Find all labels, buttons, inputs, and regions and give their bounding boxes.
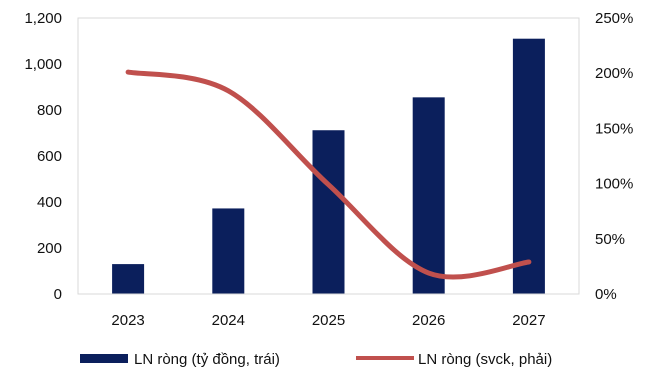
x-axis-tick-labels: 2023 2024 2025 2026 2027: [111, 312, 545, 329]
x-axis-tick-label: 2027: [512, 312, 545, 329]
x-axis-tick-label: 2026: [412, 312, 445, 329]
right-axis-tick-labels: 0% 50% 100% 150% 200% 250%: [595, 10, 633, 303]
left-axis-tick-label: 200: [37, 240, 62, 257]
legend: LN ròng (tỷ đồng, trái) LN ròng (svck, p…: [80, 351, 552, 368]
right-axis-tick-label: 0%: [595, 286, 617, 303]
right-axis-tick-label: 150%: [595, 120, 633, 137]
legend-line-label: LN ròng (svck, phải): [418, 351, 552, 368]
right-axis-tick-label: 50%: [595, 231, 625, 248]
left-axis-tick-label: 600: [37, 148, 62, 165]
left-axis-tick-label: 0: [54, 286, 62, 303]
bar: [412, 97, 445, 294]
legend-bar-label: LN ròng (tỷ đồng, trái): [134, 351, 280, 368]
right-axis-tick-label: 200%: [595, 65, 633, 82]
right-axis-tick-label: 100%: [595, 176, 633, 193]
bar: [112, 264, 145, 294]
left-axis-tick-label: 1,000: [24, 56, 62, 73]
bar: [512, 38, 545, 295]
left-axis-tick-label: 400: [37, 194, 62, 211]
bar-series: [112, 38, 545, 295]
x-axis-tick-label: 2023: [111, 312, 144, 329]
x-axis-tick-label: 2025: [312, 312, 345, 329]
bar: [212, 208, 245, 294]
plot-frame: [77, 17, 580, 295]
left-axis-tick-label: 1,200: [24, 10, 62, 27]
line-series: [125, 69, 532, 280]
left-axis-tick-labels: 0 200 400 600 800 1,000 1,200: [24, 10, 62, 303]
left-axis-tick-label: 800: [37, 102, 62, 119]
x-axis-tick-label: 2024: [212, 312, 245, 329]
legend-bar-swatch: [80, 354, 128, 363]
bar: [312, 130, 345, 294]
right-axis-tick-label: 250%: [595, 10, 633, 27]
